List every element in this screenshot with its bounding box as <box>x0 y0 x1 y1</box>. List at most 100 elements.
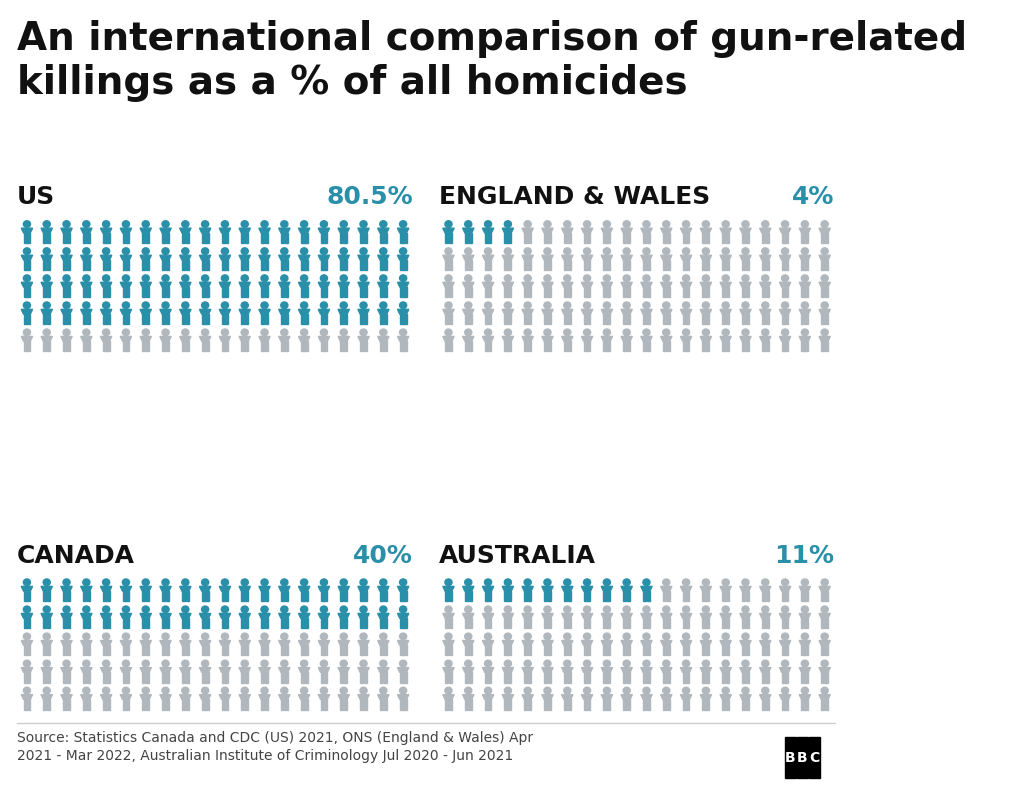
Circle shape <box>702 248 710 255</box>
Polygon shape <box>81 283 92 287</box>
Circle shape <box>624 329 630 336</box>
Polygon shape <box>524 700 527 709</box>
Polygon shape <box>548 591 551 601</box>
Polygon shape <box>465 341 468 351</box>
Circle shape <box>142 606 150 613</box>
Circle shape <box>781 579 788 586</box>
Circle shape <box>563 220 570 228</box>
Circle shape <box>781 660 788 667</box>
Polygon shape <box>225 287 228 297</box>
Polygon shape <box>781 618 784 628</box>
Polygon shape <box>799 228 811 233</box>
Polygon shape <box>680 695 692 700</box>
Circle shape <box>102 220 110 228</box>
Polygon shape <box>41 641 52 646</box>
Polygon shape <box>799 256 811 260</box>
Polygon shape <box>123 314 126 324</box>
Polygon shape <box>449 314 452 324</box>
Polygon shape <box>739 256 752 260</box>
Polygon shape <box>465 287 468 297</box>
Polygon shape <box>43 341 46 351</box>
Polygon shape <box>663 618 666 628</box>
Polygon shape <box>221 341 224 351</box>
Polygon shape <box>469 700 472 709</box>
Polygon shape <box>285 287 288 297</box>
Polygon shape <box>484 287 487 297</box>
Circle shape <box>563 275 570 282</box>
Circle shape <box>742 248 749 255</box>
Polygon shape <box>745 591 749 601</box>
Polygon shape <box>805 287 808 297</box>
Polygon shape <box>588 314 591 324</box>
Polygon shape <box>544 673 547 682</box>
Polygon shape <box>584 673 587 682</box>
Circle shape <box>83 579 90 586</box>
Polygon shape <box>588 233 591 243</box>
Polygon shape <box>702 341 706 351</box>
Polygon shape <box>182 673 185 682</box>
Polygon shape <box>146 591 150 601</box>
Circle shape <box>821 275 828 282</box>
Polygon shape <box>726 314 729 324</box>
Polygon shape <box>304 287 307 297</box>
Circle shape <box>380 302 387 309</box>
Polygon shape <box>142 260 145 270</box>
Circle shape <box>340 660 347 667</box>
Circle shape <box>643 579 650 586</box>
Circle shape <box>444 633 452 640</box>
Polygon shape <box>102 591 105 601</box>
Polygon shape <box>762 233 765 243</box>
Polygon shape <box>766 591 769 601</box>
Circle shape <box>584 275 591 282</box>
Polygon shape <box>582 228 593 233</box>
Polygon shape <box>720 228 731 233</box>
Polygon shape <box>582 256 593 260</box>
Polygon shape <box>484 646 487 655</box>
Circle shape <box>261 687 268 694</box>
Circle shape <box>182 275 188 282</box>
Polygon shape <box>802 341 805 351</box>
Circle shape <box>380 579 387 586</box>
Polygon shape <box>802 673 805 682</box>
Circle shape <box>742 633 749 640</box>
Polygon shape <box>544 591 547 601</box>
Text: Source: Statistics Canada and CDC (US) 2021, ONS (England & Wales) Apr
2021 - Ma: Source: Statistics Canada and CDC (US) 2… <box>17 731 534 763</box>
Circle shape <box>683 275 689 282</box>
Polygon shape <box>384 646 387 655</box>
Polygon shape <box>100 641 112 646</box>
Polygon shape <box>781 287 784 297</box>
Polygon shape <box>667 618 670 628</box>
Polygon shape <box>762 646 765 655</box>
Polygon shape <box>340 591 343 601</box>
Polygon shape <box>745 673 749 682</box>
Polygon shape <box>542 614 553 618</box>
Circle shape <box>43 248 50 255</box>
Polygon shape <box>522 668 534 673</box>
Polygon shape <box>722 618 725 628</box>
Circle shape <box>122 302 129 309</box>
Polygon shape <box>508 591 511 601</box>
Circle shape <box>563 687 570 694</box>
Polygon shape <box>360 618 364 628</box>
Polygon shape <box>707 341 710 351</box>
Polygon shape <box>582 668 593 673</box>
Polygon shape <box>81 310 92 314</box>
Polygon shape <box>185 673 188 682</box>
Polygon shape <box>166 260 169 270</box>
Circle shape <box>162 660 169 667</box>
Circle shape <box>83 220 90 228</box>
Polygon shape <box>663 591 666 601</box>
Polygon shape <box>561 256 573 260</box>
Circle shape <box>62 660 70 667</box>
Polygon shape <box>508 618 511 628</box>
Polygon shape <box>683 673 686 682</box>
Polygon shape <box>641 256 652 260</box>
Polygon shape <box>242 673 245 682</box>
Polygon shape <box>522 228 534 233</box>
Polygon shape <box>667 673 670 682</box>
Circle shape <box>802 606 808 613</box>
Polygon shape <box>561 614 573 618</box>
Polygon shape <box>641 614 652 618</box>
Polygon shape <box>739 283 752 287</box>
Polygon shape <box>67 646 70 655</box>
